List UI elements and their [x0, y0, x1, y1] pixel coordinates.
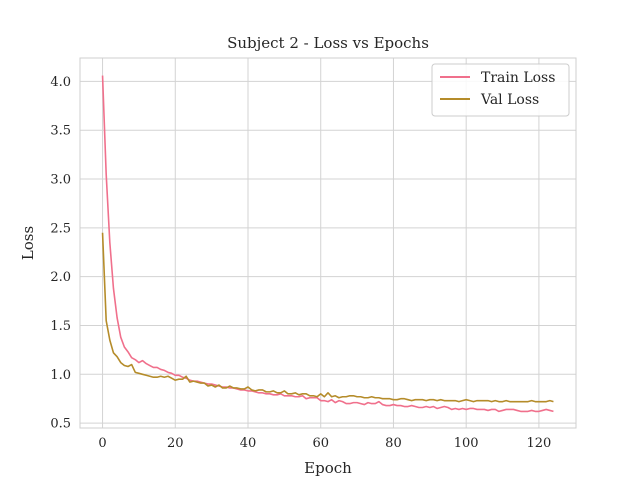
tick-labels: 0 20 40 60 80 100 120 0.5 1.0 1.5 2.0 2.5 3.0 3.5 4.0: [50, 75, 551, 451]
y-tick-label: 0.5: [50, 417, 71, 432]
x-tick-label: 0: [98, 436, 106, 451]
series-line-val-loss: [101, 232, 554, 403]
x-tick-label: 20: [167, 436, 184, 451]
y-tick-label: 3.5: [50, 124, 71, 139]
plot-area-frame: [79, 57, 577, 429]
legend-label-val-loss: Val Loss: [480, 92, 539, 108]
y-tick-label: 3.0: [50, 173, 71, 188]
series-lines: [101, 75, 554, 413]
x-tick-label: 80: [385, 436, 402, 451]
legend: Train Loss Val Loss: [431, 63, 570, 117]
series-line-train-loss: [101, 75, 554, 413]
x-tick-label: 40: [240, 436, 257, 451]
x-tick-label: 60: [312, 436, 329, 451]
x-tick-label: 120: [526, 436, 551, 451]
y-tick-label: 4.0: [50, 75, 71, 90]
y-tick-label: 2.5: [50, 221, 71, 236]
x-axis-label: Epoch: [304, 459, 352, 477]
y-axis-label: Loss: [19, 226, 37, 260]
x-tick-label: 100: [454, 436, 479, 451]
y-tick-label: 1.5: [50, 319, 71, 334]
legend-label-train-loss: Train Loss: [481, 70, 555, 86]
y-tick-label: 2.0: [50, 270, 71, 285]
chart-title: Subject 2 - Loss vs Epochs: [227, 34, 429, 52]
grid-lines: [80, 58, 576, 428]
y-tick-label: 1.0: [50, 368, 71, 383]
